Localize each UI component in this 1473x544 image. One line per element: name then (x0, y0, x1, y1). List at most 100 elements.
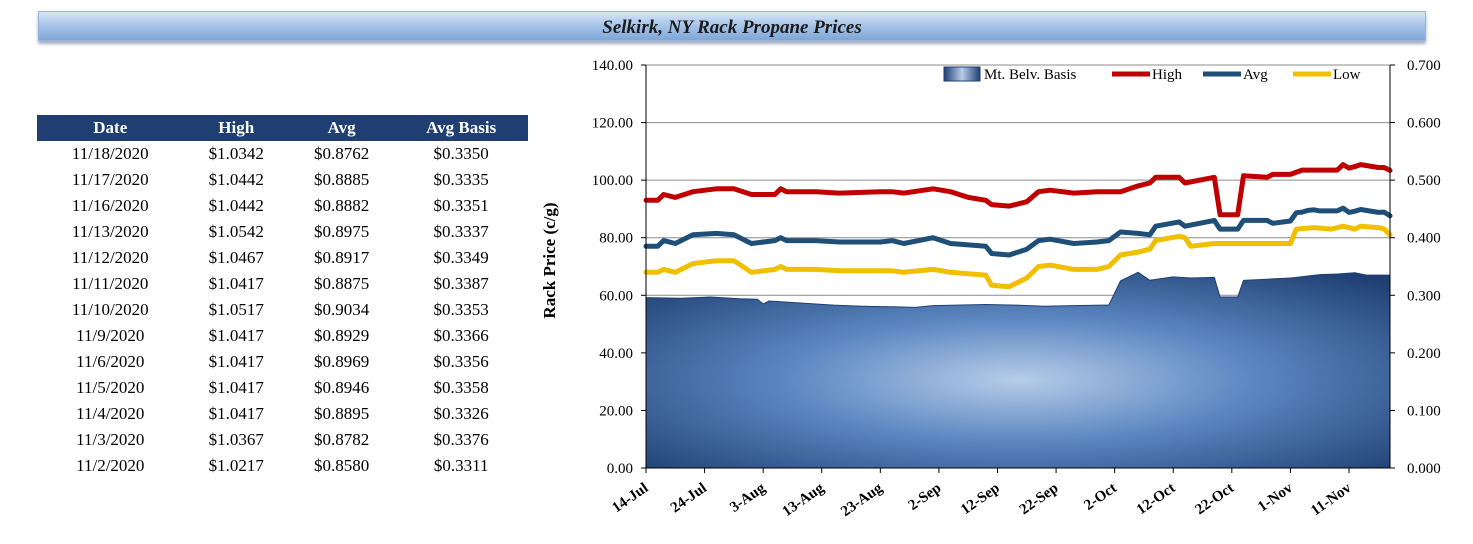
table-row: 11/4/2020 $1.0417 $0.8895 $0.3326 (37, 401, 528, 427)
table-cell: $0.3326 (433, 404, 489, 423)
table-cell: $1.0442 (208, 170, 264, 189)
y-axis-label: Rack Price (c/g) (540, 202, 559, 318)
y-tick-label: 60.00 (599, 288, 633, 304)
y2-tick-label: 0.700 (1407, 58, 1441, 74)
y-tick-label: 140.00 (592, 58, 633, 74)
column-header: High (183, 115, 289, 141)
table-cell: $1.0417 (208, 404, 264, 423)
table-cell: $0.3366 (433, 326, 489, 345)
y2-tick-label: 0.400 (1407, 231, 1441, 247)
table-cell: 11/18/2020 (71, 144, 149, 163)
table-row: 11/13/2020 $1.0542 $0.8975 $0.3337 (37, 219, 528, 245)
table-cell: 11/3/2020 (76, 430, 145, 449)
table-cell: $0.8762 (314, 144, 370, 163)
y-tick-label: 20.00 (599, 403, 633, 419)
table-cell: $0.8969 (314, 352, 370, 371)
table-row: 11/2/2020 $1.0217 $0.8580 $0.3311 (37, 453, 528, 479)
table-cell: $0.8885 (314, 170, 370, 189)
x-tick-label: 24-Jul (668, 480, 710, 516)
table-row: 11/11/2020 $1.0417 $0.8875 $0.3387 (37, 271, 528, 297)
x-tick-label: 2-Oct (1081, 480, 1120, 514)
x-tick-label: 3-Aug (727, 480, 769, 516)
table-cell: $0.3358 (433, 378, 489, 397)
table-cell: $0.8895 (314, 404, 370, 423)
table-cell: 11/16/2020 (71, 196, 149, 215)
legend-label: Avg (1243, 67, 1268, 83)
table-cell: 11/17/2020 (71, 170, 149, 189)
legend-label: Low (1333, 67, 1361, 83)
table-cell: $1.0467 (208, 248, 264, 267)
x-tick-label: 23-Aug (838, 480, 886, 520)
table-cell: $0.8975 (314, 222, 370, 241)
table-cell: $0.8946 (314, 378, 370, 397)
y2-tick-label: 0.000 (1407, 461, 1441, 477)
table-cell: $1.0517 (208, 300, 264, 319)
table-cell: $0.8580 (314, 456, 370, 475)
y2-tick-label: 0.300 (1407, 288, 1441, 304)
y-tick-label: 40.00 (599, 346, 633, 362)
propane-price-chart: 0.00 20.00 40.00 60.00 80.00 100.00 120.00 140.… (540, 58, 1441, 520)
table-cell: $0.3337 (433, 222, 489, 241)
x-tick-label: 12-Oct (1134, 480, 1179, 518)
column-header: Avg Basis (394, 115, 528, 141)
table-row: 11/9/2020 $1.0417 $0.8929 $0.3366 (37, 323, 528, 349)
table-row: 11/12/2020 $1.0467 $0.8917 $0.3349 (37, 245, 528, 271)
legend-swatch-basis (943, 66, 981, 82)
table-row: 11/16/2020 $1.0442 $0.8882 $0.3351 (37, 193, 528, 219)
table-row: 11/3/2020 $1.0367 $0.8782 $0.3376 (37, 427, 528, 453)
table-cell: $0.8875 (314, 274, 370, 293)
table-cell: 11/13/2020 (71, 222, 149, 241)
table-cell: $1.0417 (208, 352, 264, 371)
legend-label: High (1152, 67, 1183, 83)
column-header: Avg (288, 115, 395, 141)
x-tick-label: 22-Oct (1192, 480, 1237, 518)
table-cell: $1.0417 (208, 326, 264, 345)
x-tick-label: 13-Aug (780, 480, 828, 520)
series-line-high (643, 162, 1393, 218)
table-cell: $0.9034 (314, 300, 370, 319)
table-cell: 11/9/2020 (76, 326, 145, 345)
table-cell: $1.0442 (208, 196, 264, 215)
table-body: 11/18/2020 $1.0342 $0.8762 $0.3350 11/17/202… (37, 141, 528, 479)
x-tick-label: 2-Sep (906, 480, 945, 514)
table-cell: $0.8917 (314, 248, 370, 267)
table-cell: $1.0342 (208, 144, 264, 163)
table-row: 11/10/2020 $1.0517 $0.9034 $0.3353 (37, 297, 528, 323)
table-cell: $1.0417 (208, 274, 264, 293)
y-tick-label: 100.00 (592, 173, 633, 189)
series-line-low (643, 223, 1393, 290)
table-cell: 11/12/2020 (71, 248, 149, 267)
page-title: Selkirk, NY Rack Propane Prices (602, 17, 862, 38)
table-cell: $1.0542 (208, 222, 264, 241)
y-tick-label: 0.00 (607, 461, 633, 477)
y2-tick-label: 0.600 (1407, 116, 1441, 132)
x-tick-label: 22-Sep (1017, 480, 1062, 518)
series-area-basis (645, 271, 1391, 469)
x-tick-label: 11-Nov (1308, 480, 1354, 519)
table-cell: 11/11/2020 (72, 274, 149, 293)
y2-tick-label: 0.100 (1407, 403, 1441, 419)
legend-label: Mt. Belv. Basis (984, 67, 1077, 83)
y2-tick-label: 0.500 (1407, 173, 1441, 189)
table-cell: $0.3376 (433, 430, 489, 449)
table-cell: $0.8882 (314, 196, 370, 215)
table-cell: $1.0417 (208, 378, 264, 397)
table-row: 11/17/2020 $1.0442 $0.8885 $0.3335 (37, 167, 528, 193)
table-cell: 11/5/2020 (76, 378, 145, 397)
table-row: 11/5/2020 $1.0417 $0.8946 $0.3358 (37, 375, 528, 401)
x-tick-label: 14-Jul (609, 480, 651, 516)
table-cell: $0.3335 (433, 170, 489, 189)
table-cell: $0.8782 (314, 430, 370, 449)
title-banner: Selkirk, NY Rack Propane Prices (38, 11, 1426, 41)
table-cell: $1.0217 (208, 456, 264, 475)
price-table: Date High Avg Avg Basis 11/18/2020 $1.034… (37, 115, 528, 479)
x-tick-label: 12-Sep (958, 480, 1003, 518)
table-cell: $0.3350 (433, 144, 489, 163)
table-cell: $0.3349 (433, 248, 489, 267)
table-cell: $1.0367 (208, 430, 264, 449)
y2-tick-label: 0.200 (1407, 346, 1441, 362)
y-tick-label: 120.00 (592, 116, 633, 132)
table-cell: 11/4/2020 (76, 404, 145, 423)
table-cell: $0.3351 (433, 196, 489, 215)
table-header-row: Date High Avg Avg Basis (37, 115, 528, 141)
